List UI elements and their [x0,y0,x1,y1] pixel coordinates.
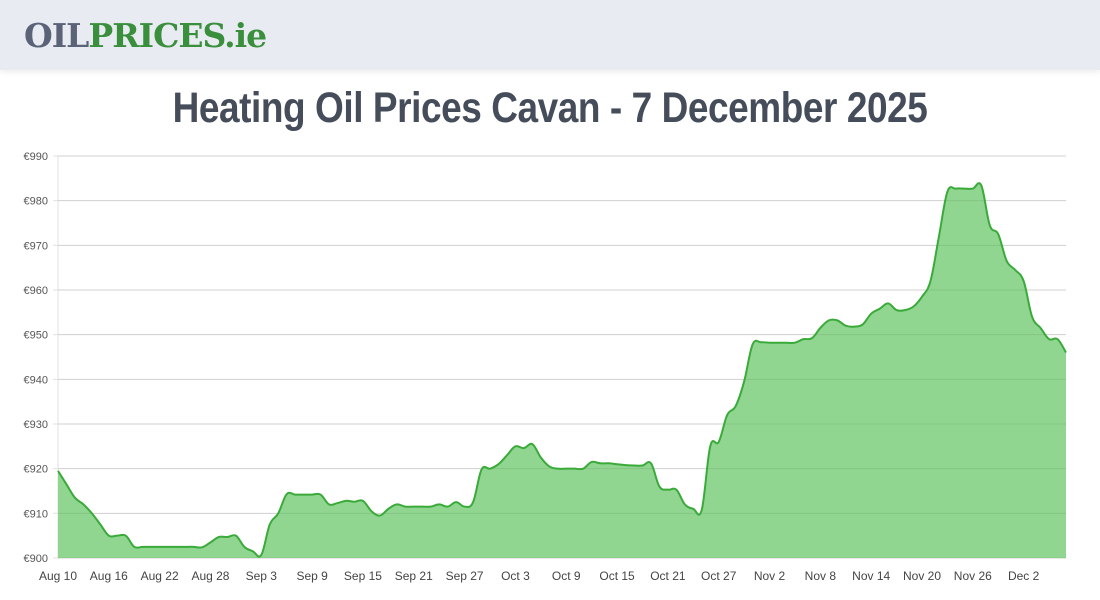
x-tick-label: Nov 8 [805,569,837,583]
site-logo[interactable]: OILPRICES.ie [24,16,267,56]
x-tick-label: Aug 10 [39,569,77,583]
y-tick-label: €900 [24,553,48,565]
y-tick-label: €960 [24,285,48,297]
y-axis: €900 €910 €920 €930 €940 €950 €960 €970 €980 €990 [24,151,58,565]
x-tick-label: Nov 26 [954,569,992,583]
x-tick-label: Sep 15 [344,569,382,583]
x-tick-label: Nov 2 [754,569,786,583]
y-tick-label: €930 [24,419,48,431]
y-tick-label: €950 [24,330,48,342]
x-tick-label: Oct 3 [501,569,530,583]
x-tick-label: Sep 3 [246,569,278,583]
x-tick-label: Dec 2 [1008,569,1040,583]
x-tick-label: Oct 9 [552,569,581,583]
y-tick-label: €910 [24,508,48,520]
site-header: OILPRICES.ie [0,0,1100,70]
y-tick-label: €980 [24,196,48,208]
page-title: Heating Oil Prices Cavan - 7 December 20… [172,84,928,132]
x-tick-label: Oct 21 [650,569,686,583]
logo-oil-text: OIL [24,16,89,55]
x-tick-label: Sep 9 [296,569,328,583]
x-tick-label: Sep 27 [446,569,484,583]
x-tick-label: Aug 28 [191,569,229,583]
x-axis: Aug 10 Aug 16 Aug 22 Aug 28 Sep 3 Sep 9 Sep 15… [39,569,1040,583]
logo-prices-text: PRICES.ie [88,16,267,55]
y-tick-label: €920 [24,464,48,476]
x-tick-label: Nov 14 [852,569,890,583]
price-area-fill [58,183,1066,558]
x-tick-label: Aug 22 [141,569,179,583]
x-tick-label: Oct 15 [599,569,635,583]
x-tick-label: Nov 20 [903,569,941,583]
y-tick-label: €940 [24,374,48,386]
y-tick-label: €990 [24,151,48,163]
y-tick-label: €970 [24,240,48,252]
x-tick-label: Oct 27 [701,569,737,583]
x-tick-label: Sep 21 [395,569,433,583]
price-line [57,182,1067,558]
x-tick-label: Aug 16 [90,569,128,583]
